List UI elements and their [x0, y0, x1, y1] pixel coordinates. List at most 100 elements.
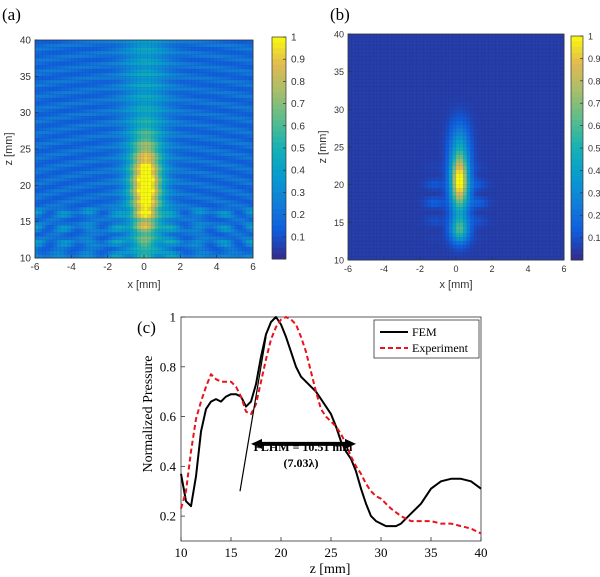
heatmap-cell — [96, 94, 101, 99]
heatmap-cell — [89, 149, 94, 154]
heatmap-cell — [183, 94, 188, 99]
heatmap-cell — [231, 214, 236, 219]
heatmap-cell — [213, 178, 218, 183]
heatmap-cell — [391, 143, 396, 148]
heatmap-cell — [165, 174, 170, 179]
heatmap-cell — [183, 130, 188, 135]
heatmap-cell — [67, 188, 72, 193]
heatmap-cell — [249, 152, 254, 157]
heatmap-cell — [158, 199, 163, 204]
heatmap-cell — [198, 127, 203, 132]
heatmap-cell — [245, 109, 250, 114]
heatmap-cell — [234, 40, 239, 45]
heatmap-cell — [56, 58, 61, 63]
heatmap-cell — [376, 154, 381, 159]
heatmap-cell — [60, 101, 65, 106]
heatmap-cell — [187, 127, 192, 132]
heatmap-cell — [96, 159, 101, 164]
heatmap-cell — [213, 58, 218, 63]
heatmap-cell — [366, 75, 370, 80]
heatmap-cell — [238, 181, 243, 186]
heatmap-cell — [369, 52, 374, 57]
heatmap-cell — [49, 50, 54, 55]
heatmap-cell — [409, 177, 414, 182]
heatmap-cell — [114, 123, 119, 128]
heatmap-cell — [213, 156, 218, 161]
heatmap-cell — [358, 37, 363, 42]
heatmap-cell — [187, 170, 192, 175]
heatmap-cell — [104, 58, 109, 63]
heatmap-cell — [125, 225, 130, 230]
heatmap-cell — [405, 34, 410, 39]
heatmap-cell — [122, 192, 127, 197]
heatmap-cell — [85, 163, 90, 168]
heatmap-cell — [220, 101, 225, 106]
heatmap-cell — [409, 45, 414, 50]
heatmap-cell — [391, 75, 396, 80]
heatmap-cell — [213, 72, 218, 77]
heatmap-cell — [205, 130, 210, 135]
heatmap-cell — [42, 141, 47, 146]
heatmap-cell — [412, 233, 417, 238]
heatmap-cell — [366, 147, 370, 152]
heatmap-cell — [96, 83, 101, 88]
heatmap-cell — [202, 236, 207, 241]
heatmap-cell — [202, 50, 207, 55]
heatmap-cell — [387, 188, 392, 193]
heatmap-cell — [198, 207, 203, 212]
heatmap-cell — [114, 207, 119, 212]
heatmap-cell — [384, 252, 388, 257]
heatmap-cell — [180, 210, 185, 215]
heatmap-cell — [93, 254, 98, 259]
heatmap-cell — [60, 83, 65, 88]
heatmap-cell — [373, 162, 378, 167]
heatmap-cell — [242, 228, 247, 233]
heatmap-cell — [187, 47, 192, 52]
heatmap-cell — [133, 79, 138, 84]
colorbar-tick-label: 0.8 — [291, 77, 305, 88]
heatmap-cell — [351, 90, 356, 95]
heatmap-cell — [107, 50, 112, 55]
heatmap-cell — [227, 218, 232, 223]
heatmap-cell — [369, 105, 374, 110]
heatmap-cell — [198, 94, 203, 99]
heatmap-cell — [366, 252, 370, 257]
heatmap-cell — [158, 228, 163, 233]
heatmap-cell — [380, 143, 385, 148]
heatmap-cell — [151, 130, 156, 135]
heatmap-cell — [412, 34, 417, 39]
heatmap-cell — [74, 163, 79, 168]
heatmap-cell — [49, 152, 54, 157]
heatmap-cell — [82, 214, 87, 219]
heatmap-cell — [82, 134, 87, 139]
heatmap-cell — [223, 123, 228, 128]
heatmap-cell — [162, 250, 167, 255]
heatmap-cell — [78, 43, 83, 48]
heatmap-cell — [355, 75, 360, 80]
heatmap-cell — [129, 87, 134, 92]
heatmap-cell — [242, 214, 247, 219]
heatmap-cell — [412, 180, 417, 186]
heatmap-cell — [249, 61, 254, 66]
heatmap-cell — [93, 109, 98, 114]
heatmap-cell — [49, 239, 54, 244]
heatmap-cell — [104, 178, 109, 183]
heatmap-cell — [176, 43, 181, 48]
heatmap-cell — [220, 239, 225, 244]
heatmap-cell — [114, 188, 119, 193]
heatmap-cell — [125, 105, 130, 110]
heatmap-cell — [96, 105, 101, 110]
heatmap-cell — [45, 174, 50, 179]
heatmap-cell — [384, 34, 388, 39]
heatmap-cell — [405, 226, 410, 231]
heatmap-cell — [187, 250, 192, 255]
heatmap-cell — [53, 163, 58, 168]
heatmap-cell — [398, 252, 403, 257]
heatmap-cell — [242, 156, 247, 161]
heatmap-cell — [133, 181, 138, 186]
heatmap-cell — [38, 105, 43, 110]
heatmap-cell — [348, 71, 352, 76]
heatmap-cell — [104, 218, 109, 223]
heatmap-cell — [412, 67, 417, 73]
